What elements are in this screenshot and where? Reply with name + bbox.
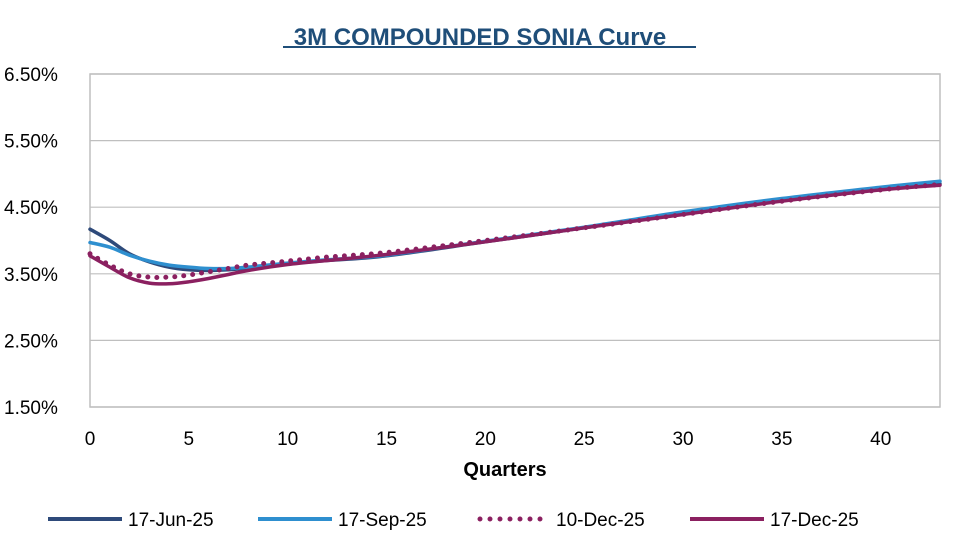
legend: 17-Jun-25 17-Sep-25 10-Dec-25 17-Dec-25 (48, 510, 859, 531)
series-line-3 (88, 183, 942, 286)
y-axis-ticks: 1.50% 2.50% 3.50% 4.50% 5.50% 6.50% (4, 65, 58, 419)
legend-label: 17-Sep-25 (338, 510, 427, 531)
series-line-1 (88, 179, 942, 271)
y-tick-label: 5.50% (4, 132, 58, 153)
x-tick-label: 40 (870, 429, 891, 450)
x-tick-label: 10 (277, 429, 298, 450)
y-tick-label: 4.50% (4, 198, 58, 219)
y-tick-label: 6.50% (4, 65, 58, 86)
legend-label: 10-Dec-25 (556, 510, 645, 531)
y-tick-label: 2.50% (4, 331, 58, 352)
x-tick-label: 0 (85, 429, 96, 450)
x-tick-label: 35 (771, 429, 792, 450)
y-tick-label: 3.50% (4, 265, 58, 286)
x-tick-label: 15 (376, 429, 397, 450)
y-tick-label: 1.50% (4, 398, 58, 419)
gridlines (90, 73, 940, 408)
series-lines (87, 179, 943, 286)
x-axis-ticks: 0 5 10 15 20 25 30 35 40 (85, 429, 892, 450)
x-tick-label: 30 (672, 429, 693, 450)
x-tick-label: 5 (184, 429, 195, 450)
legend-label: 17-Jun-25 (128, 510, 214, 531)
x-tick-label: 20 (475, 429, 496, 450)
legend-label: 17-Dec-25 (770, 510, 859, 531)
x-axis-label: Quarters (463, 459, 546, 481)
x-tick-label: 25 (574, 429, 595, 450)
plot-area-frame (89, 73, 941, 408)
